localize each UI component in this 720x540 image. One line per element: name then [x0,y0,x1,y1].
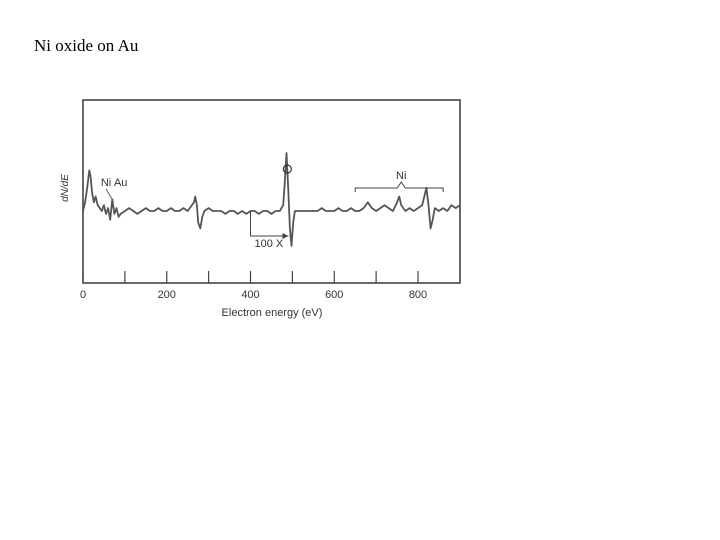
plot-axes [82,99,461,284]
x-tick-label: 400 [241,289,259,301]
x-tick-label: 0 [80,289,86,301]
peak-label-ni: Ni [101,177,111,189]
peak-label-au: Au [114,177,127,189]
x-tick-label: 800 [409,289,427,301]
ni-au-leader-line [105,188,113,200]
x-tick-label: 600 [325,289,343,301]
spectrum-series-line [82,152,461,247]
x-ticks-group: 0 200 400 600 800 [80,271,427,301]
x-axis-label: Electron energy (eV) [222,307,323,319]
ni-region-bracket [354,181,444,192]
magnification-arrowhead [282,233,289,239]
slide-title: Ni oxide on Au [34,36,139,55]
magnification-arrow [250,211,289,237]
plot-series-group [82,152,461,247]
magnification-label: 100 X [255,238,284,250]
ni-region-label: Ni [396,170,406,182]
y-axis-label: dN/dE [60,174,71,202]
oxygen-peak-marker [282,164,292,174]
plot-frame [82,99,461,284]
x-tick-label: 200 [158,289,176,301]
